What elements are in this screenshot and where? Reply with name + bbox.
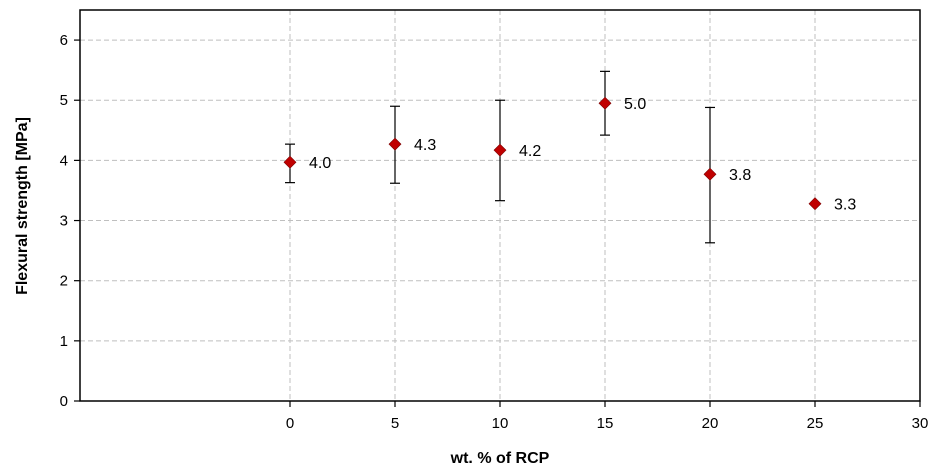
x-tick-label: 25 (807, 415, 824, 432)
x-tick-label: 5 (391, 415, 399, 432)
data-point (283, 155, 297, 169)
y-axis-title: Flexural strength [MPa] (14, 117, 31, 295)
data-label: 3.8 (729, 167, 751, 184)
data-points (283, 96, 822, 211)
x-tick-label: 10 (492, 415, 509, 432)
data-label: 5.0 (624, 96, 646, 113)
y-tick-label: 3 (60, 213, 68, 230)
x-axis-title: wt. % of RCP (450, 450, 550, 467)
x-tick-label: 20 (702, 415, 719, 432)
x-tick-label: 0 (286, 415, 294, 432)
data-point (808, 197, 822, 211)
y-tick-label: 0 (60, 393, 68, 410)
data-label: 4.3 (414, 137, 436, 154)
data-label: 3.3 (834, 197, 856, 214)
y-tick-label: 5 (60, 92, 68, 109)
y-tick-label: 6 (60, 32, 68, 49)
x-tick-label: 30 (912, 415, 929, 432)
y-tick-label: 4 (60, 152, 68, 169)
data-point (388, 137, 402, 151)
error-bars (285, 70, 715, 244)
data-label: 4.0 (309, 155, 331, 172)
y-tick-label: 2 (60, 273, 68, 290)
x-tick-label: 15 (597, 415, 614, 432)
y-tick-label: 1 (60, 333, 68, 350)
data-point (703, 167, 717, 181)
grid-lines (80, 10, 920, 401)
data-point (493, 143, 507, 157)
x-axis: 0 5 10 15 20 25 30 (286, 401, 929, 432)
y-axis: 0 1 2 3 4 5 6 (60, 32, 80, 410)
data-label: 4.2 (519, 143, 541, 160)
data-point (598, 96, 612, 110)
data-labels: 4.0 4.3 4.2 5.0 3.8 3.3 (309, 96, 856, 213)
